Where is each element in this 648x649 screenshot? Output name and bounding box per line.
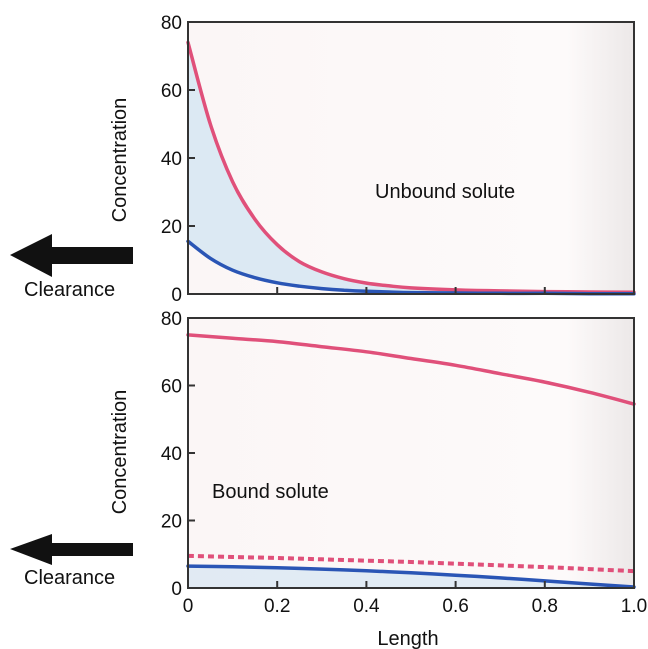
upper-panel: 0 20 40 60 80 Unbound solute Concentration C… xyxy=(10,13,636,306)
x-tick-label: 0.2 xyxy=(264,596,290,617)
y-tick-label: 60 xyxy=(161,377,182,398)
upper-clearance-label: Clearance xyxy=(24,279,115,301)
lower-series-group xyxy=(186,333,636,589)
lower-ticks: 0 20 40 60 80 0 0.2 0.4 0.6 0.8 1.0 xyxy=(161,309,647,617)
lower-clearance-label: Clearance xyxy=(24,567,115,589)
y-tick-label: 0 xyxy=(171,579,182,600)
lower-series-line-1 xyxy=(187,553,635,574)
lower-clearance-arrow-icon xyxy=(10,534,133,565)
y-tick-label: 60 xyxy=(161,81,182,102)
lower-series-line-0 xyxy=(186,333,636,406)
upper-clearance-arrow-icon xyxy=(10,234,133,277)
lower-annotation: Bound solute xyxy=(212,481,329,503)
upper-annotation: Unbound solute xyxy=(375,181,515,203)
x-axis-title: Length xyxy=(377,628,438,649)
lower-series-line-2 xyxy=(186,564,636,589)
lower-panel: 0 20 40 60 80 0 0.2 0.4 0.6 0.8 1.0 Bound solute C… xyxy=(10,309,647,649)
y-tick-label: 0 xyxy=(171,285,182,306)
lower-y-axis-title: Concentration xyxy=(109,390,131,515)
y-tick-label: 80 xyxy=(161,13,182,34)
y-tick-label: 20 xyxy=(161,217,182,238)
x-tick-label: 0.8 xyxy=(532,596,558,617)
y-tick-label: 40 xyxy=(161,149,182,170)
y-tick-label: 20 xyxy=(161,512,182,533)
lower-plot-area xyxy=(188,318,634,588)
x-tick-label: 1.0 xyxy=(621,596,647,617)
upper-y-axis-title: Concentration xyxy=(109,98,131,223)
upper-series-line-0 xyxy=(186,40,636,295)
y-tick-label: 80 xyxy=(161,309,182,330)
x-tick-label: 0.6 xyxy=(442,596,468,617)
lower-shaded-region xyxy=(188,566,634,588)
x-tick-label: 0.4 xyxy=(353,596,380,617)
x-tick-label: 0 xyxy=(183,596,194,617)
upper-ticks: 0 20 40 60 80 xyxy=(161,13,546,306)
y-tick-label: 40 xyxy=(161,444,182,465)
